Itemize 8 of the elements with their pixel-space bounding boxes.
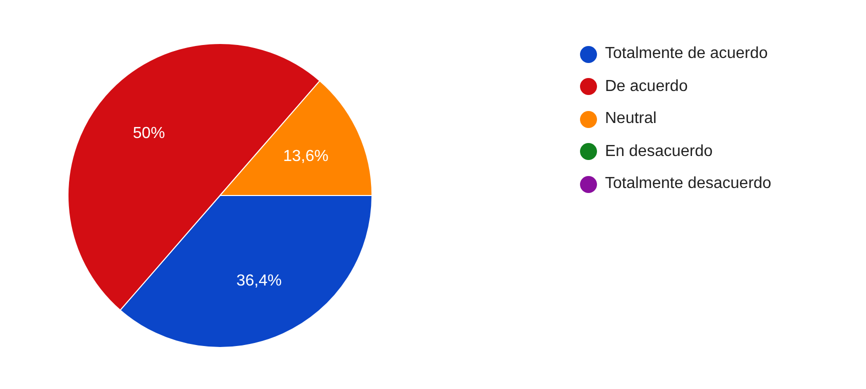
data-label: 50% bbox=[132, 125, 165, 142]
data-label: 13,6% bbox=[283, 148, 328, 165]
legend-label: En desacuerdo bbox=[605, 142, 713, 161]
legend-label: Totalmente de acuerdo bbox=[605, 45, 768, 64]
legend-label: De acuerdo bbox=[605, 78, 688, 96]
legend-label: Neutral bbox=[605, 110, 657, 128]
data-label: 36,4% bbox=[236, 272, 282, 290]
legend-label: Totalmente desacuerdo bbox=[605, 175, 772, 194]
